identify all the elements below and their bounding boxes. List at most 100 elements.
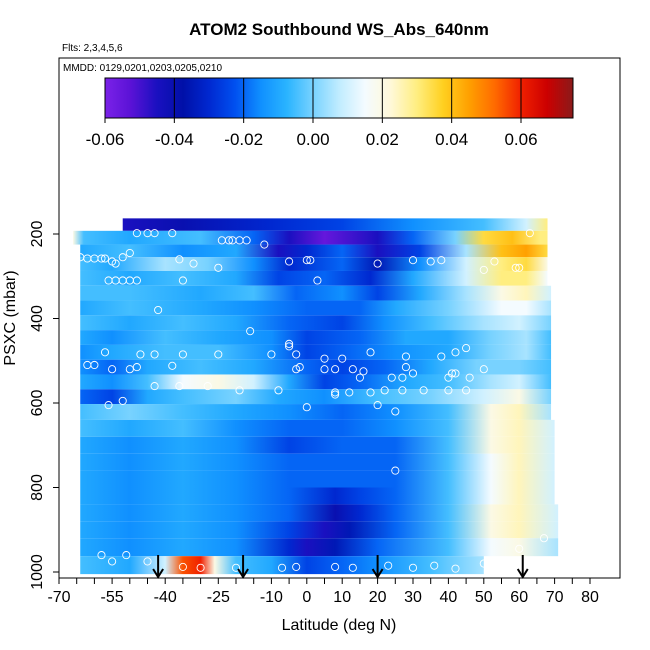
sample-point — [426, 257, 435, 266]
sample-point — [401, 363, 410, 372]
sample-point — [104, 401, 113, 410]
sample-point — [408, 369, 418, 378]
y-tick-label: 200 — [29, 221, 46, 248]
sample-point — [83, 360, 92, 370]
sample-point — [277, 563, 287, 572]
sample-point — [387, 373, 396, 382]
sample-point — [331, 562, 340, 571]
heatmap-band — [80, 521, 559, 539]
sample-point — [285, 257, 294, 266]
sample-point — [419, 386, 428, 395]
sample-point — [320, 365, 329, 374]
sample-point — [136, 350, 145, 359]
x-tick-label: 80 — [581, 589, 599, 606]
heatmap-band — [80, 330, 552, 345]
flight-arrow — [516, 555, 529, 579]
colorbar: -0.06 -0.04 -0.02 0.00 0.02 0.04 0.06 — [86, 77, 574, 149]
heatmap-band — [80, 257, 548, 271]
sample-point — [355, 373, 364, 382]
sample-point — [373, 259, 382, 268]
sample-point — [260, 240, 269, 249]
sample-point — [100, 254, 110, 263]
colorbar-ticks: -0.06 -0.04 -0.02 0.00 0.02 0.04 0.06 — [86, 78, 538, 149]
sample-point — [178, 562, 187, 571]
sample-point — [295, 363, 304, 372]
sample-point — [451, 348, 460, 357]
sample-point — [479, 559, 488, 568]
heatmap-band — [80, 538, 559, 557]
sample-point — [118, 253, 127, 262]
heatmap-band — [80, 453, 555, 471]
sample-point — [111, 259, 120, 268]
sample-point — [408, 256, 418, 265]
sample-point — [302, 256, 311, 265]
sample-point — [373, 401, 382, 410]
sample-point — [345, 388, 354, 397]
sample-point — [313, 276, 322, 285]
heatmap-band — [80, 244, 548, 258]
sample-point — [69, 559, 78, 568]
y-tick-label: 1000 — [29, 554, 46, 590]
sample-point — [331, 365, 340, 374]
sample-point — [366, 388, 375, 397]
x-tick-label: -10 — [260, 589, 283, 606]
sample-point — [391, 466, 400, 475]
y-tick-label: 400 — [29, 305, 46, 332]
sample-point — [292, 350, 301, 359]
sample-point — [122, 551, 131, 560]
sample-point — [444, 386, 453, 395]
heatmap-band — [80, 470, 555, 488]
sample-point — [125, 365, 134, 374]
sample-point — [285, 339, 294, 348]
sample-point — [150, 229, 159, 238]
y-axis-label: PSXC (mbar) — [2, 270, 19, 365]
sample-point — [175, 382, 184, 391]
flight-arrow — [152, 555, 164, 579]
sample-point — [398, 373, 407, 382]
sample-point — [525, 229, 534, 238]
sample-point — [306, 256, 315, 265]
sample-point — [380, 386, 389, 395]
sample-point — [242, 236, 251, 245]
colorbar-tick-label: 0.06 — [504, 130, 537, 149]
sample-point — [285, 342, 294, 351]
heatmap-band — [122, 218, 548, 231]
sample-point — [437, 256, 446, 265]
sample-point — [430, 561, 439, 570]
sample-point — [451, 564, 460, 573]
sample-point — [132, 276, 141, 285]
sample-point — [401, 352, 410, 361]
sample-point — [125, 248, 134, 258]
flight-arrow — [237, 555, 249, 579]
sample-point — [515, 544, 524, 553]
y-tick-label: 600 — [29, 390, 46, 417]
x-tick-label: 0 — [302, 589, 311, 606]
colorbar-tick-label: -0.02 — [224, 130, 263, 149]
sample-point — [302, 403, 311, 412]
sample-point — [320, 354, 329, 363]
sample-point — [490, 257, 499, 266]
colorbar-tick-label: 0.00 — [296, 130, 329, 149]
sample-point — [331, 388, 340, 397]
sample-point — [384, 561, 393, 570]
heatmap-band — [80, 404, 552, 420]
colorbar-tick-label: -0.04 — [155, 130, 194, 149]
sample-point — [539, 534, 549, 543]
x-tick-label: 30 — [404, 589, 422, 606]
sample-point — [108, 557, 117, 566]
sample-point — [408, 563, 418, 572]
sample-point — [366, 348, 375, 357]
sample-point — [479, 365, 488, 374]
sample-point — [338, 354, 347, 363]
x-tick-label: 20 — [369, 589, 387, 606]
heatmap-band — [73, 230, 548, 245]
heatmap-band — [80, 359, 552, 375]
x-axis: -70 -55 -40 -25 -10 0 10 20 30 40 50 60 70 80 — [47, 578, 599, 606]
flights-note: Flts: 2,3,4,5,6 — [62, 43, 123, 54]
sample-point — [168, 229, 177, 238]
heatmap-band — [80, 270, 548, 286]
heatmap-band — [80, 315, 552, 331]
sample-point — [267, 350, 276, 359]
heatmap-band — [80, 374, 552, 390]
sample-point — [168, 361, 177, 370]
